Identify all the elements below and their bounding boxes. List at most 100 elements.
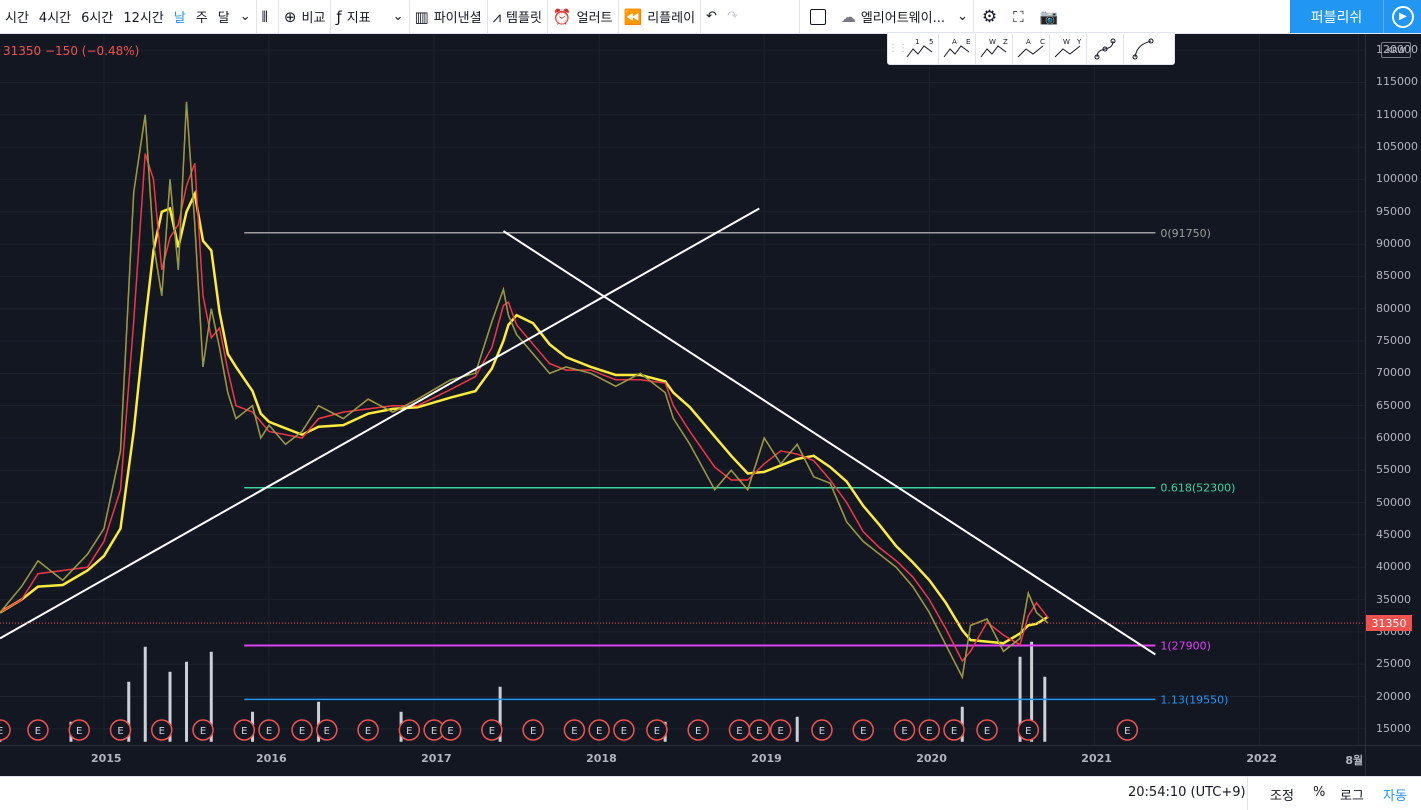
y-tick-label: 70000 [1376, 366, 1411, 380]
replay-label: 리플레이 [647, 11, 696, 26]
top-toolbar: 시간 4시간 6시간 12시간 날 주 달 ⌄ ⫴ ⊕ 비교 ƒ 지표 ⌄ ▥ 파이낸셜… [0, 0, 1421, 34]
elliott-double-combo-tool[interactable]: W Y [1050, 33, 1087, 64]
x-tick-label: 2017 [421, 752, 452, 765]
elliott-correction-wave-tool[interactable]: A C [1013, 33, 1050, 64]
compare-label: 비교 [301, 11, 326, 26]
y-tick-label: 85000 [1376, 269, 1411, 283]
financials-button[interactable]: ▥ 파이낸셜 [410, 0, 487, 33]
templates-button[interactable]: ⩘ 템플릿 [488, 0, 547, 33]
earnings-marker-label: E [299, 726, 305, 737]
auto-toggle[interactable]: 자동 [1383, 789, 1407, 804]
fullscreen-rect-button[interactable] [800, 0, 836, 33]
volume-bar [185, 661, 189, 742]
y-tick-label: 15000 [1376, 721, 1411, 735]
y-tick-label: 95000 [1376, 204, 1411, 218]
adjust-toggle[interactable]: 조정 [1270, 789, 1294, 804]
earnings-marker-label: E [571, 726, 577, 737]
interval-1h[interactable]: 시간 [5, 11, 29, 26]
trendline [0, 207, 760, 640]
chart-plot-area[interactable]: 0(91750) 0.618(52300) 1(27900) 1.13(19550) E… [0, 34, 1365, 745]
interval-6h[interactable]: 6시간 [81, 11, 114, 26]
earnings-marker-label: E [530, 726, 536, 737]
undo-button[interactable]: ↶ [701, 0, 722, 33]
earnings-marker-label: E [1025, 726, 1031, 737]
toolbar-divider [277, 0, 279, 33]
earnings-marker-label: E [76, 726, 82, 737]
time-scale[interactable] [0, 745, 1365, 776]
earnings-marker-label: E [0, 726, 3, 737]
interval-day[interactable]: 날 [173, 11, 186, 26]
snapshot-button[interactable]: 📷 [1032, 0, 1067, 33]
elliott-triple-combo-tool[interactable]: W Z [976, 33, 1013, 64]
cloud-icon: ☁ [840, 7, 856, 26]
y-tick-label: 65000 [1376, 398, 1411, 412]
toolbar-divider [700, 0, 702, 33]
earnings-marker [687, 719, 709, 741]
percent-toggle[interactable]: % [1313, 785, 1326, 800]
earnings-marker [68, 719, 90, 741]
price-chart[interactable]: 0(91750) 0.618(52300) 1(27900) 1.13(19550) E… [0, 34, 1365, 745]
earnings-marker [1116, 719, 1139, 741]
clock-readout[interactable]: 20:54:10 (UTC+9) [1128, 785, 1246, 800]
toolbar-divider [798, 0, 800, 33]
earnings-marker-label: E [860, 726, 866, 737]
fullscreen-button[interactable]: ⛶ [1005, 0, 1032, 33]
layout-name: 엘리어트웨이... [860, 11, 946, 26]
earnings-marker [291, 719, 313, 741]
interval-month[interactable]: 달 [217, 11, 230, 26]
earnings-marker-label: E [819, 726, 825, 737]
earnings-marker-label: E [159, 726, 165, 737]
y-tick-label: 40000 [1376, 560, 1411, 574]
earnings-marker-label: E [951, 726, 957, 737]
indicators-button[interactable]: ƒ 지표 ⌄ [331, 0, 408, 33]
earnings-marker [316, 719, 338, 741]
redo-button[interactable]: ↷ [722, 0, 743, 33]
toolbar-divider [617, 0, 619, 33]
interval-12h[interactable]: 12시간 [123, 11, 164, 26]
elliott-impulse-wave-tool[interactable]: 1 5 [902, 33, 939, 64]
y-tick-label: 45000 [1376, 527, 1411, 541]
y-tick-label: 90000 [1376, 237, 1411, 251]
earnings-marker [613, 719, 635, 741]
publish-button[interactable]: 퍼블리쉬 [1290, 0, 1383, 33]
last-price-tag: 31350 [1366, 615, 1412, 632]
toolbar-divider [546, 0, 548, 33]
expand-icon: ⛶ [1013, 7, 1024, 26]
chevron-down-icon[interactable]: ⌄ [239, 9, 251, 24]
earnings-marker-label: E [447, 726, 453, 737]
alert-button[interactable]: ⏰ 얼러트 [548, 0, 618, 33]
price-line [0, 101, 1049, 679]
compare-button[interactable]: ⊕ 비교 [279, 0, 331, 33]
settings-button[interactable]: ⚙ [974, 0, 1005, 33]
log-toggle[interactable]: 로그 [1340, 789, 1364, 804]
earnings-marker-label: E [406, 726, 412, 737]
interval-4h[interactable]: 4시간 [38, 11, 72, 26]
volume-bar [498, 686, 502, 742]
indicators-label: 지표 [346, 11, 371, 26]
earnings-marker [1017, 719, 1040, 741]
interval-week[interactable]: 주 [195, 11, 208, 26]
rewind-icon: ⏪ [623, 7, 643, 26]
earnings-marker-label: E [489, 726, 495, 737]
toolbar-divider [486, 0, 488, 33]
fib-level-label: 0.618(52300) [1160, 482, 1235, 495]
earnings-marker-label: E [596, 726, 602, 737]
earnings-marker [893, 719, 916, 741]
earnings-marker [192, 719, 214, 741]
layout-menu[interactable]: ☁ 엘리어트웨이... ⌄ [836, 0, 973, 33]
elliott-triangle-wave-tool[interactable]: A E [939, 33, 976, 64]
currency-badge[interactable]: KRW [1381, 42, 1411, 58]
replay-play-button[interactable]: ▶ [1383, 0, 1421, 33]
earnings-marker [0, 719, 11, 741]
curve-tool[interactable] [1124, 34, 1161, 64]
wave-tool-label: 1 [915, 38, 919, 46]
cyclic-lines-tool[interactable] [1087, 33, 1124, 64]
volume-bar [795, 716, 799, 742]
y-tick-label: 60000 [1376, 430, 1411, 444]
candle-style-button[interactable]: ⫴ [257, 0, 278, 33]
x-tick-label: 2015 [90, 752, 122, 765]
replay-button[interactable]: ⏪ 리플레이 [619, 0, 701, 33]
drag-handle-icon[interactable]: ⋮⋮ [888, 43, 908, 54]
play-icon: ▶ [1392, 5, 1414, 28]
volume-bar [143, 646, 147, 742]
